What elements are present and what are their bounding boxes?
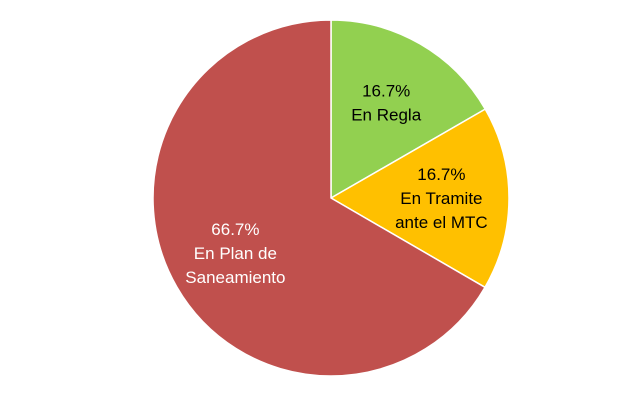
pie-slice-2 (329, 108, 510, 289)
pie-slice-3-label-line-2: Saneamiento (185, 268, 285, 287)
pie-slice-1-percent: 16.7% (362, 82, 410, 101)
pie-slice-2-percent: 16.7% (417, 165, 465, 184)
pie-labels: 16.7% En Regla 16.7% En Tramite ante el MTC 6… (185, 82, 487, 288)
pie-slice-1 (330, 19, 487, 200)
pie-slice-3 (152, 19, 486, 377)
pie-slice-2-label-line-1: En Tramite (400, 189, 482, 208)
pie-slice-3-percent: 66.7% (211, 220, 259, 239)
pie-slices (152, 19, 510, 377)
pie-slice-1-label-line-1: En Regla (351, 106, 421, 125)
pie-slice-2-label-line-2: ante el MTC (395, 213, 488, 232)
pie-slice-3-label-line-1: En Plan de (194, 244, 277, 263)
